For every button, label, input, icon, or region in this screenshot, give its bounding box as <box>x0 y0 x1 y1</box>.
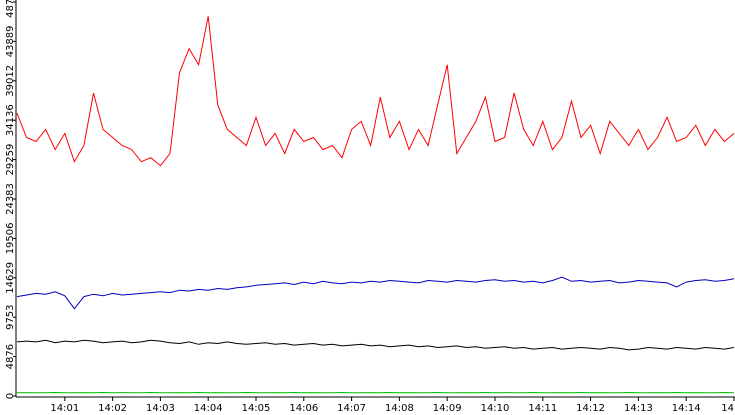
x-tick-label: 14:10 <box>481 403 510 414</box>
x-tick-label: 14:02 <box>98 403 127 414</box>
x-tick-label: 14:13 <box>624 403 653 414</box>
x-tick-label: 14:12 <box>576 403 605 414</box>
y-tick-label: 0 <box>5 393 16 399</box>
y-tick-label: 34136 <box>5 104 16 136</box>
x-tick-label: 14:06 <box>289 403 318 414</box>
x-tick-label: 14:04 <box>194 403 223 414</box>
series-line <box>16 276 735 310</box>
x-tick-label: 14 <box>721 403 734 414</box>
x-tick-label: 14:11 <box>528 403 557 414</box>
x-tick-label: 14:03 <box>146 403 175 414</box>
y-tick-label: 9753 <box>5 304 16 329</box>
y-tick-label: 19506 <box>5 222 16 254</box>
x-tick-label: 14:07 <box>337 403 366 414</box>
y-tick-label: 43889 <box>5 25 16 57</box>
x-tick-label: 14:01 <box>50 403 79 414</box>
y-tick-label: 24383 <box>5 183 16 215</box>
x-tick-label: 14:09 <box>433 403 462 414</box>
x-tick-label: 14:14 <box>672 403 701 414</box>
y-tick-label: 29259 <box>5 144 16 176</box>
series-line <box>16 339 735 351</box>
y-tick-label: 4876 <box>5 344 16 369</box>
y-tick-label: 48766 <box>5 0 16 18</box>
x-tick-label: 14:08 <box>385 403 414 414</box>
y-tick-label: 39012 <box>5 65 16 97</box>
series-line <box>16 16 735 167</box>
x-tick-label: 14:05 <box>242 403 271 414</box>
y-tick-label: 14629 <box>5 262 16 294</box>
